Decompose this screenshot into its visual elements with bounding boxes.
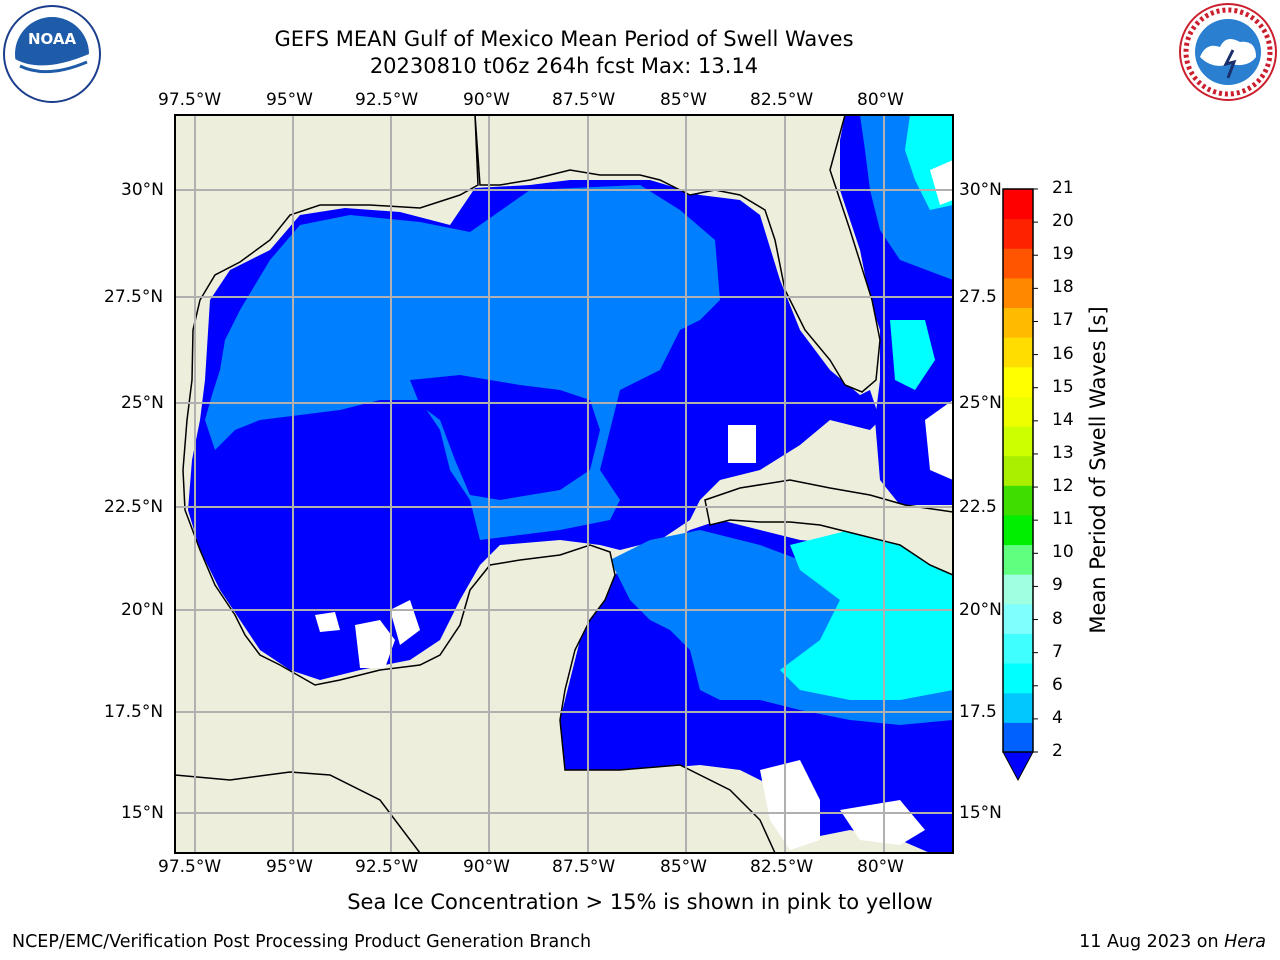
lon-tick-bottom-3: 90°W (463, 857, 510, 877)
colorbar (1003, 188, 1038, 753)
map-frame (174, 114, 954, 854)
lon-tick-bottom-5: 85°W (660, 857, 707, 877)
colorbar-tick-label: 11 (1052, 509, 1074, 530)
footer-date-text: 11 Aug 2023 on (1079, 932, 1225, 952)
colorbar-tick-label: 18 (1052, 277, 1074, 298)
missing-data-patch-7 (925, 400, 953, 480)
colorbar-segment (1003, 603, 1033, 634)
lon-tick-bottom-0: 97.5°W (158, 857, 222, 877)
colorbar-tick-label: 9 (1052, 575, 1063, 596)
colorbar-tick-label: 7 (1052, 641, 1063, 662)
colorbar-tick-label: 21 (1052, 178, 1074, 198)
noaa-logo: NOAA (3, 5, 101, 103)
florida-land (474, 115, 881, 393)
us-coast-land (175, 115, 776, 853)
lat-tick-right-1: 27.5 (959, 287, 997, 307)
colorbar-segment (1003, 277, 1033, 309)
footer-date: 11 Aug 2023 on Hera (1079, 932, 1266, 952)
colorbar-tick-label: 16 (1052, 343, 1074, 364)
lat-tick-left-4: 20°N (121, 600, 164, 620)
lat-tick-right-6: 15°N (959, 803, 1002, 823)
colorbar-segment (1003, 514, 1033, 546)
lat-tick-right-2: 25°N (959, 393, 1002, 413)
lon-tick-top-6: 82.5°W (750, 90, 814, 110)
colorbar-tick-label: 14 (1052, 409, 1074, 430)
colorbar-segment (1003, 485, 1033, 516)
map-grid (175, 115, 953, 853)
missing-data-patch-5 (760, 760, 820, 850)
lat-tick-right-4: 20°N (959, 600, 1002, 620)
colorbar-segment (1003, 455, 1033, 486)
lat-tick-left-0: 30°N (121, 180, 164, 200)
colorbar-segment (1003, 248, 1033, 279)
colorbar-frame (1002, 188, 1034, 753)
colorbar-tick-label: 6 (1052, 674, 1063, 695)
colorbar-tick-label: 17 (1052, 310, 1074, 331)
missing-data-patch-4 (315, 612, 340, 632)
colorbar-segment (1003, 722, 1033, 753)
colorbar-segment (1003, 307, 1033, 338)
colorbar-tick-label: 19 (1052, 244, 1074, 265)
lon-tick-bottom-4: 87.5°W (552, 857, 616, 877)
missing-data-patch-6 (840, 800, 925, 845)
lat-tick-right-0: 30°N (959, 180, 1002, 200)
colorbar-segment (1003, 544, 1033, 575)
colorbar-tick-label: 2 (1052, 741, 1063, 761)
colorbar-segment (1003, 574, 1033, 605)
colorbar-segment (1003, 663, 1033, 694)
colorbar-segment (1003, 189, 1033, 220)
caribbean-water-cyan (780, 530, 953, 700)
colorbar-segment (1003, 337, 1033, 368)
colorbar-segment (1003, 218, 1033, 249)
lon-tick-top-4: 87.5°W (552, 90, 616, 110)
lon-tick-bottom-6: 82.5°W (750, 857, 814, 877)
atlantic-water-cyan-2 (890, 320, 935, 390)
lon-tick-top-0: 97.5°W (158, 90, 222, 110)
colorbar-tick-label: 4 (1052, 707, 1063, 728)
lat-tick-left-5: 17.5°N (104, 702, 164, 722)
colorbar-segment (1003, 366, 1033, 397)
colorbar-tick-label: 8 (1052, 608, 1063, 629)
colorbar-tick-label: 15 (1052, 376, 1074, 397)
lon-tick-bottom-1: 95°W (266, 857, 313, 877)
missing-data-patch-8 (930, 160, 953, 205)
svg-text:NOAA: NOAA (28, 30, 77, 48)
lat-tick-left-6: 15°N (121, 803, 164, 823)
colorbar-tick-label: 13 (1052, 442, 1074, 463)
colorbar-tick-label: 12 (1052, 476, 1074, 497)
cuba-land (704, 479, 953, 576)
lat-tick-right-5: 17.5 (959, 702, 997, 722)
gulf-water-dark-core (410, 375, 600, 500)
chart-subtitle: 20230810 t06z 264h fcst Max: 13.14 (369, 54, 759, 78)
missing-data-patch-2 (355, 620, 395, 668)
lon-tick-top-1: 95°W (266, 90, 313, 110)
colorbar-segment (1003, 633, 1033, 664)
sea-ice-caption: Sea Ice Concentration > 15% is shown in … (347, 890, 933, 914)
footer-credit: NCEP/EMC/Verification Post Processing Pr… (12, 932, 592, 952)
footer-host: Hera (1224, 932, 1266, 952)
missing-data-patch-3 (390, 600, 420, 645)
lon-tick-top-5: 85°W (660, 90, 707, 110)
lat-tick-left-3: 22.5°N (104, 497, 164, 517)
colorbar-segment (1003, 396, 1033, 427)
colorbar-tick-label: 20 (1052, 211, 1074, 232)
colorbar-title: Mean Period of Swell Waves [s] (1086, 306, 1110, 634)
lon-tick-top-7: 80°W (857, 90, 904, 110)
lat-tick-left-2: 25°N (121, 393, 164, 413)
lon-tick-top-3: 90°W (463, 90, 510, 110)
colorbar-segment (1003, 426, 1033, 457)
missing-data-patch (728, 425, 756, 463)
lon-tick-top-2: 92.5°W (355, 90, 419, 110)
lat-tick-right-3: 22.5 (959, 497, 997, 517)
lat-tick-left-1: 27.5°N (104, 287, 164, 307)
nws-logo (1179, 3, 1277, 101)
lon-tick-bottom-2: 92.5°W (355, 857, 419, 877)
lon-tick-bottom-7: 80°W (857, 857, 904, 877)
colorbar-min-extension (1002, 751, 1034, 782)
chart-title: GEFS MEAN Gulf of Mexico Mean Period of … (274, 27, 854, 51)
colorbar-tick-label: 10 (1052, 542, 1074, 563)
colorbar-segment (1003, 692, 1033, 723)
